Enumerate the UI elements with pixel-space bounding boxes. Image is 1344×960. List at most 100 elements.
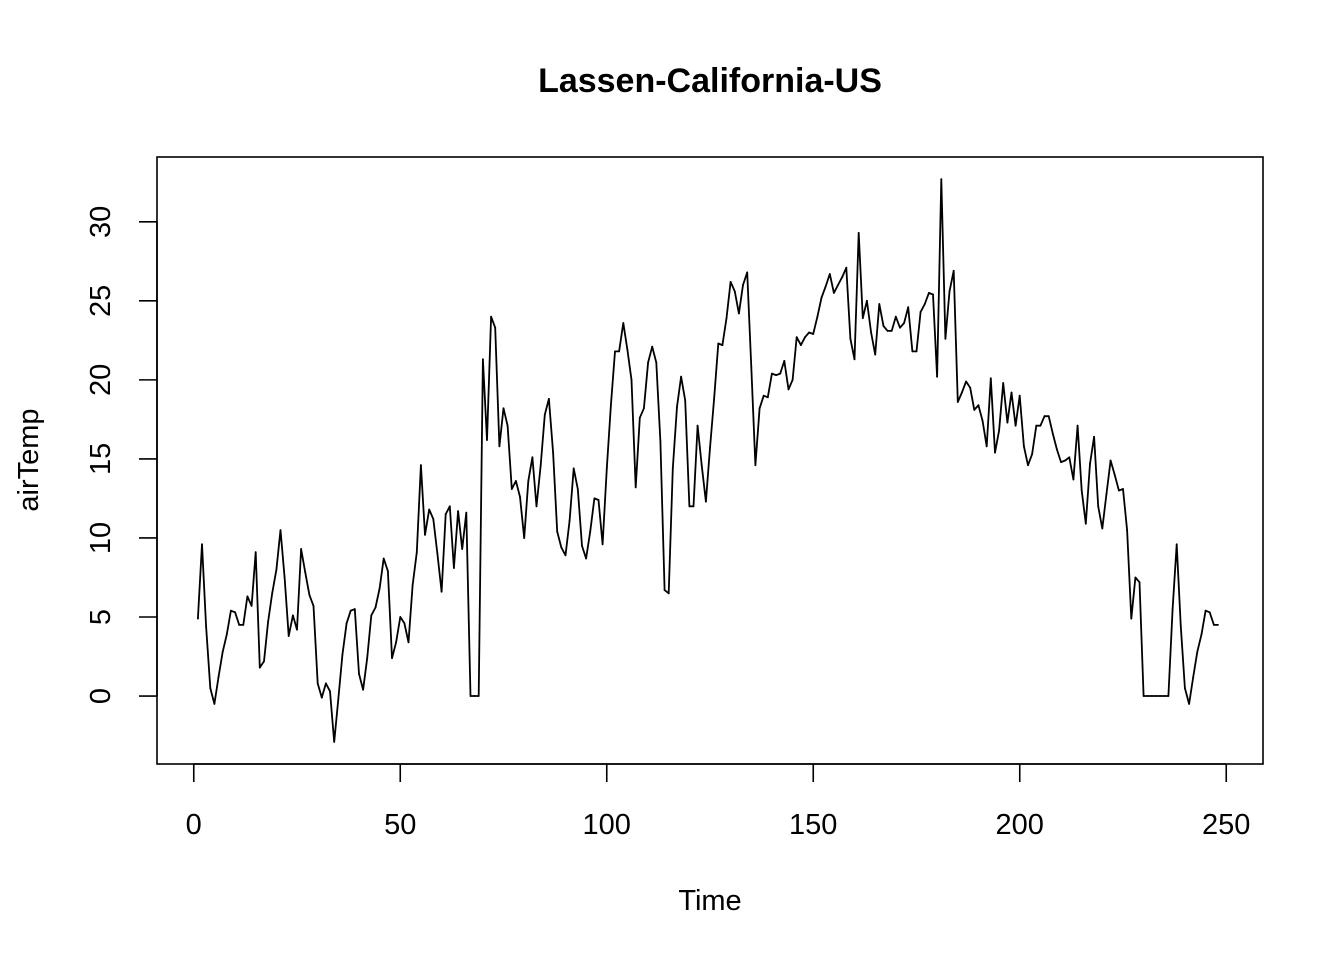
data-point (1060, 461, 1062, 463)
data-point (519, 496, 521, 498)
data-point (738, 312, 740, 315)
data-point (882, 325, 885, 327)
data-point (948, 290, 951, 293)
data-point (209, 687, 212, 689)
data-point (651, 345, 654, 348)
data-point (1126, 529, 1128, 531)
data-point (816, 315, 819, 318)
data-point (1031, 453, 1033, 456)
data-point (1163, 695, 1166, 697)
data-point (407, 641, 410, 644)
data-point (556, 530, 559, 533)
data-point (246, 595, 249, 598)
data-point (287, 635, 290, 637)
data-point (709, 447, 711, 449)
data-point (1200, 633, 1203, 636)
data-point (1002, 382, 1005, 384)
data-point (1155, 695, 1157, 697)
data-point (878, 303, 881, 305)
data-point (733, 290, 736, 293)
data-point (316, 682, 319, 685)
data-point (828, 273, 831, 275)
data-point (659, 440, 662, 443)
data-point (853, 358, 856, 361)
data-point (824, 285, 827, 288)
data-point (205, 625, 208, 628)
data-point (857, 232, 860, 234)
data-point (254, 551, 257, 554)
data-point (985, 445, 988, 448)
data-point (486, 439, 488, 441)
data-point (919, 311, 922, 313)
data-point (448, 505, 451, 508)
x-axis-label: Time (678, 885, 741, 917)
data-point (267, 620, 269, 623)
data-point (370, 614, 373, 617)
y-axis: 0 5 10 15 20 25 30 (85, 206, 158, 704)
data-point (213, 703, 216, 705)
data-point (1134, 576, 1137, 579)
data-point (618, 350, 620, 353)
data-point (928, 292, 930, 294)
data-point (874, 353, 877, 356)
data-point (932, 293, 934, 296)
data-point (1080, 489, 1083, 492)
data-point (576, 488, 579, 490)
data-point (630, 379, 633, 381)
data-point (1138, 581, 1141, 584)
data-point (597, 499, 600, 501)
data-point (750, 366, 753, 369)
data-point (692, 505, 695, 508)
data-point (965, 380, 967, 383)
data-point (791, 379, 794, 381)
data-point (415, 551, 418, 554)
data-point (998, 429, 1000, 432)
data-point (242, 624, 245, 626)
data-point (387, 570, 389, 573)
data-point (548, 398, 550, 400)
data-point (981, 420, 984, 422)
data-point (283, 576, 286, 579)
data-point (717, 342, 720, 345)
plot-frame (156, 156, 1264, 765)
data-point (700, 464, 703, 467)
data-point (833, 292, 835, 294)
data-point (841, 276, 844, 278)
data-point (638, 416, 641, 419)
data-point (234, 611, 237, 614)
data-point (461, 548, 464, 550)
data-point (201, 543, 203, 546)
data-points (197, 178, 1219, 743)
data-point (411, 584, 414, 587)
data-point (531, 456, 534, 459)
data-point (482, 358, 484, 361)
data-point (225, 633, 228, 636)
data-point (1146, 695, 1149, 697)
data-point (374, 606, 377, 609)
data-point (800, 344, 802, 346)
data-point (271, 592, 274, 595)
data-point (329, 690, 331, 693)
chart-title: Lassen-California-US (538, 62, 882, 100)
x-tick-label: 150 (789, 809, 837, 841)
data-point (1113, 473, 1116, 476)
data-point (1213, 624, 1215, 626)
data-point (399, 616, 402, 618)
data-point (1192, 676, 1195, 678)
x-tick-label: 250 (1202, 809, 1250, 841)
data-point (1109, 459, 1112, 462)
data-point (1023, 445, 1025, 448)
data-point (1043, 415, 1046, 418)
data-point (1072, 478, 1075, 481)
data-point (366, 657, 369, 659)
data-point (989, 377, 992, 380)
data-point (535, 505, 538, 508)
data-point (543, 413, 546, 416)
data-point (560, 546, 563, 549)
data-point (614, 350, 616, 353)
data-point (539, 464, 542, 467)
data-point (465, 511, 468, 514)
data-point (432, 518, 435, 520)
data-point (362, 688, 364, 691)
